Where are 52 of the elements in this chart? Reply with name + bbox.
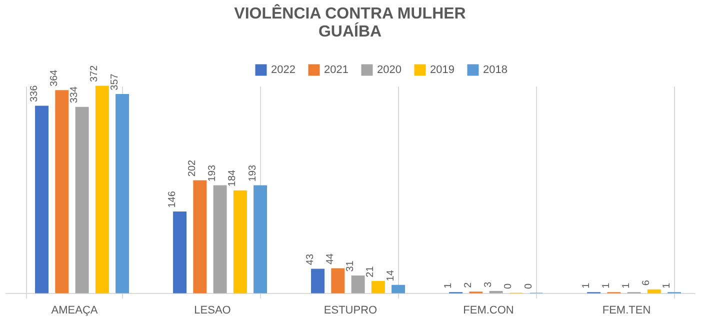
bar: [392, 284, 406, 294]
data-label: 1: [661, 282, 672, 288]
data-label: 364: [48, 69, 60, 86]
bar: [351, 275, 365, 294]
bar: [95, 86, 109, 294]
bar: [116, 94, 130, 294]
data-label: 146: [166, 190, 178, 208]
data-label: 184: [227, 169, 238, 187]
x-tick-label: FEM.CON: [463, 304, 514, 316]
data-label: 1: [442, 282, 454, 288]
legend-label: 2019: [430, 64, 454, 76]
bar: [55, 90, 69, 294]
x-tick-label: LESAO: [194, 304, 232, 316]
bar: [173, 211, 187, 294]
data-label: 0: [503, 283, 514, 289]
bar: [311, 268, 325, 294]
data-label: 336: [28, 84, 40, 102]
data-label: 31: [345, 260, 356, 272]
data-label: 193: [247, 164, 258, 182]
data-label: 193: [207, 164, 218, 182]
data-label: 202: [186, 159, 198, 177]
data-label: 0: [523, 283, 534, 289]
data-label: 1: [600, 282, 612, 288]
bar: [371, 281, 385, 294]
data-label: 334: [69, 86, 80, 104]
x-tick-label: ESTUPRO: [324, 304, 378, 316]
bar: [233, 190, 247, 294]
bar: [647, 289, 661, 294]
data-label: 1: [621, 282, 632, 288]
data-label: 3: [483, 281, 494, 288]
bar: [193, 180, 207, 294]
data-label: 357: [109, 73, 120, 90]
bar: [331, 268, 345, 294]
data-label: 14: [385, 270, 396, 282]
x-tick-label: AMEAÇA: [51, 304, 98, 316]
data-label: 1: [580, 282, 592, 288]
bar: [254, 185, 268, 294]
data-label: 372: [89, 64, 100, 82]
x-tick-label: FEM.TEN: [602, 304, 651, 316]
legend-label: 2022: [271, 64, 296, 76]
data-label: 21: [365, 266, 376, 278]
data-label: 2: [462, 282, 474, 288]
data-label: 44: [324, 252, 336, 265]
bar: [213, 185, 227, 294]
bar: [75, 106, 89, 294]
legend-label: 2020: [377, 64, 402, 76]
bar: [35, 106, 49, 294]
data-label: 6: [641, 280, 652, 286]
legend-label: 2021: [324, 64, 348, 76]
legend-label: 2018: [483, 64, 508, 76]
data-label: 43: [304, 254, 316, 266]
chart-title: VIOLÊNCIA CONTRA MULHER GUAÍBA: [234, 3, 466, 40]
